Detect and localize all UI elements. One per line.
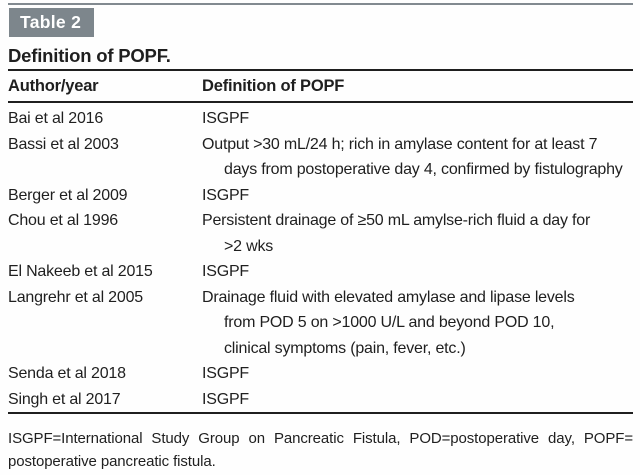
table-row: Bassi et al 2003 Output >30 mL/24 h; ric… [8, 132, 633, 183]
definition-cell: ISGPF [202, 106, 633, 132]
table-row: Senda et al 2018 ISGPF [8, 361, 633, 387]
table-body: Bai et al 2016 ISGPF Bassi et al 2003 Ou… [8, 106, 633, 412]
table-row: Singh et al 2017 ISGPF [8, 387, 633, 413]
column-header-definition: Definition of POPF [202, 76, 345, 95]
definition-cell: Drainage fluid with elevated amylase and… [202, 285, 633, 362]
top-rule [8, 3, 633, 5]
table-label: Table 2 [20, 12, 82, 32]
footnote-line: postoperative pancreatic fistula. [8, 453, 216, 470]
author-cell: El Nakeeb et al 2015 [8, 263, 153, 280]
definition-line: ISGPF [202, 390, 250, 408]
table-label-badge: Table 2 [9, 8, 95, 37]
table-header-row: Author/year Definition of POPF [8, 71, 633, 101]
definition-cell: Persistent drainage of ≥50 mL amylse-ric… [202, 208, 633, 259]
definition-line: from POD 5 on >1000 U/L and beyond POD 1… [224, 314, 555, 331]
definition-cell: ISGPF [202, 259, 633, 285]
author-cell: Langrehr et al 2005 [8, 288, 143, 306]
definition-cell: Output >30 mL/24 h; rich in amylase cont… [202, 132, 633, 183]
table-row: Berger et al 2009 ISGPF [8, 183, 633, 209]
definition-cell: ISGPF [202, 361, 633, 387]
footnote-line: ISGPF=International Study Group on Pancr… [8, 430, 633, 447]
definition-line: days from postoperative day 4, confirmed… [224, 161, 623, 178]
definition-line: >2 wks [224, 237, 274, 255]
author-cell: Singh et al 2017 [8, 390, 121, 408]
table-row: Chou et al 1996 Persistent drainage of ≥… [8, 208, 633, 259]
definition-line: ISGPF [202, 186, 250, 204]
table-row: Langrehr et al 2005 Drainage fluid with … [8, 285, 633, 362]
definition-line: ISGPF [202, 365, 250, 382]
header-top-rule [8, 69, 633, 71]
author-cell: Chou et al 1996 [8, 212, 118, 229]
header-bottom-rule [8, 101, 633, 103]
table-bottom-rule [8, 412, 633, 414]
author-cell: Senda et al 2018 [8, 365, 126, 382]
author-cell: Bassi et al 2003 [8, 135, 119, 153]
paper-table-panel: Table 2 Definition of POPF. Author/year … [0, 3, 640, 475]
definition-line: Output >30 mL/24 h; rich in amylase cont… [202, 135, 598, 153]
definition-line: Drainage fluid with elevated amylase and… [202, 288, 575, 306]
definition-cell: ISGPF [202, 183, 633, 209]
definition-line: clinical symptoms (pain, fever, etc.) [224, 339, 466, 357]
definition-cell: ISGPF [202, 387, 633, 413]
definition-line: ISGPF [202, 110, 250, 127]
author-cell: Berger et al 2009 [8, 186, 128, 204]
column-header-author: Author/year [8, 76, 99, 95]
author-cell: Bai et al 2016 [8, 110, 104, 127]
table-title: Definition of POPF. [8, 45, 171, 66]
table-footnote: ISGPF=International Study Group on Pancr… [8, 427, 633, 473]
table-row: El Nakeeb et al 2015 ISGPF [8, 259, 633, 285]
table-row: Bai et al 2016 ISGPF [8, 106, 633, 132]
definition-line: ISGPF [202, 263, 250, 280]
definition-line: Persistent drainage of ≥50 mL amylse-ric… [202, 212, 591, 229]
